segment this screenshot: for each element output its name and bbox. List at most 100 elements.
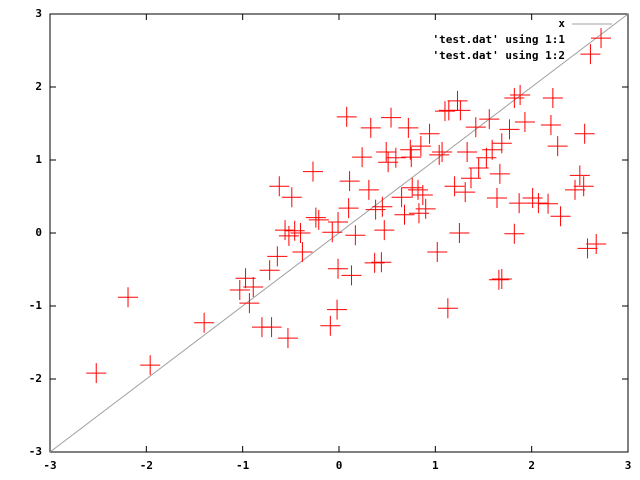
point bbox=[491, 133, 512, 154]
point bbox=[400, 139, 421, 160]
point bbox=[302, 161, 323, 182]
point bbox=[591, 28, 612, 49]
point bbox=[447, 90, 468, 111]
point bbox=[427, 241, 448, 262]
point bbox=[378, 152, 399, 173]
point bbox=[491, 268, 512, 289]
point bbox=[267, 246, 288, 267]
point bbox=[194, 312, 215, 333]
point bbox=[542, 87, 563, 108]
point bbox=[468, 158, 489, 179]
point bbox=[358, 179, 379, 200]
y-tick-label: 2 bbox=[35, 80, 42, 93]
point bbox=[376, 141, 397, 162]
point bbox=[86, 363, 107, 384]
point bbox=[229, 279, 250, 300]
point bbox=[412, 185, 433, 206]
point bbox=[341, 265, 362, 286]
point bbox=[488, 269, 509, 290]
point bbox=[499, 119, 520, 140]
point bbox=[328, 258, 349, 279]
line bbox=[49, 13, 629, 453]
point bbox=[371, 252, 392, 273]
point bbox=[410, 136, 431, 157]
point bbox=[476, 147, 497, 168]
point bbox=[290, 223, 311, 243]
point bbox=[394, 204, 415, 225]
point bbox=[449, 223, 470, 243]
point bbox=[374, 220, 395, 241]
point bbox=[305, 207, 326, 228]
point bbox=[415, 198, 436, 219]
point bbox=[338, 198, 359, 219]
point bbox=[278, 225, 299, 246]
point bbox=[401, 147, 422, 168]
point bbox=[510, 85, 531, 106]
point bbox=[540, 114, 561, 135]
point bbox=[308, 209, 329, 230]
point bbox=[407, 179, 428, 200]
point bbox=[586, 233, 607, 254]
point bbox=[292, 241, 313, 262]
point bbox=[398, 117, 419, 138]
point bbox=[118, 287, 139, 308]
point bbox=[385, 147, 406, 168]
point bbox=[235, 268, 256, 289]
point bbox=[381, 107, 402, 128]
point bbox=[345, 225, 366, 246]
legend-label: x bbox=[558, 17, 565, 30]
point bbox=[391, 187, 412, 208]
point bbox=[455, 182, 476, 203]
point bbox=[275, 220, 296, 241]
legend-label: 'test.dat' using 1:1 bbox=[433, 33, 566, 46]
point bbox=[460, 168, 481, 189]
y-tick-label: 3 bbox=[35, 7, 42, 20]
point bbox=[504, 87, 525, 108]
point bbox=[574, 123, 595, 144]
y-tick-label: 0 bbox=[35, 226, 42, 239]
point bbox=[281, 187, 302, 208]
y-tick-label: 1 bbox=[35, 153, 42, 166]
point bbox=[429, 144, 450, 165]
point bbox=[261, 317, 282, 338]
point bbox=[437, 298, 458, 319]
point bbox=[277, 328, 298, 349]
point bbox=[569, 165, 590, 186]
point bbox=[580, 44, 601, 65]
point bbox=[479, 109, 500, 130]
point bbox=[504, 223, 525, 244]
x-tick-label: 1 bbox=[432, 459, 439, 472]
point bbox=[243, 277, 264, 298]
point bbox=[489, 163, 510, 184]
point bbox=[322, 222, 343, 243]
x-tick-label: 2 bbox=[528, 459, 535, 472]
point bbox=[444, 176, 465, 197]
y-tick-label: -1 bbox=[29, 299, 43, 312]
point bbox=[336, 106, 357, 127]
point bbox=[372, 196, 393, 217]
x-tick-label: -1 bbox=[236, 459, 250, 472]
point bbox=[402, 177, 423, 198]
x-tick-label: 0 bbox=[336, 459, 343, 472]
point bbox=[538, 193, 559, 214]
point bbox=[327, 299, 348, 320]
point bbox=[486, 187, 507, 208]
point bbox=[573, 176, 594, 197]
point bbox=[320, 315, 341, 336]
point bbox=[269, 176, 290, 197]
point bbox=[434, 101, 455, 122]
point bbox=[547, 136, 568, 157]
point bbox=[284, 220, 305, 241]
point bbox=[550, 206, 571, 227]
point bbox=[565, 179, 586, 200]
point bbox=[360, 117, 381, 138]
point bbox=[239, 293, 260, 314]
point bbox=[509, 193, 530, 214]
point bbox=[528, 193, 549, 214]
point bbox=[352, 147, 373, 168]
y-tick-label: -3 bbox=[29, 445, 42, 458]
point bbox=[465, 117, 486, 138]
point bbox=[457, 141, 478, 162]
point bbox=[577, 238, 598, 259]
